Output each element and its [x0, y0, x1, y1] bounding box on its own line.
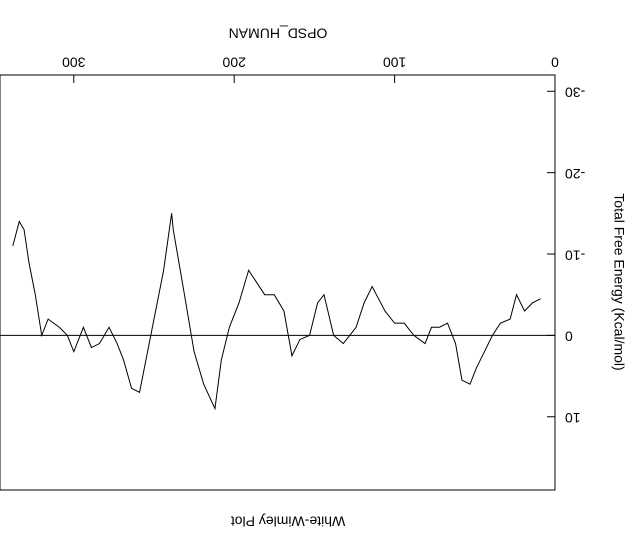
rotated-plot: White-Wimley Plot OPSD_HUMAN Total Free … — [0, 25, 627, 529]
y-axis-title: Total Free Energy (Kcal/mol) — [611, 193, 627, 370]
y-tick-label: 0 — [565, 329, 573, 345]
x-tick-label: 0 — [551, 54, 559, 70]
x-tick-label: 200 — [222, 54, 246, 70]
data-line — [12, 213, 541, 411]
chart-title: White-Wimley Plot — [231, 513, 345, 529]
x-tick-label: 300 — [62, 54, 86, 70]
y-tick-label: -20 — [565, 166, 585, 182]
x-tick-label: 100 — [383, 54, 407, 70]
y-tick-label: 10 — [565, 410, 581, 426]
plot-frame — [0, 74, 556, 491]
y-tick-label: -30 — [565, 85, 585, 101]
x-axis-title: OPSD_HUMAN — [229, 25, 328, 41]
y-tick-label: -10 — [565, 247, 585, 263]
